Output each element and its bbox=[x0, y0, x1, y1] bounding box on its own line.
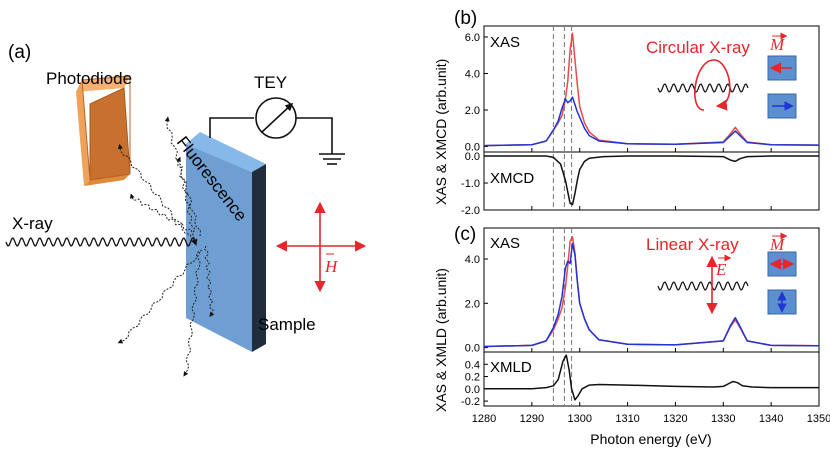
y-tick-label: 6.0 bbox=[465, 32, 480, 44]
panel-c-xray-wave bbox=[657, 281, 749, 291]
panel-c-reference-lines bbox=[552, 228, 573, 406]
field-e-label: E bbox=[715, 260, 727, 279]
panel-b-reference-lines bbox=[552, 26, 573, 210]
panel-b-m-label: M bbox=[769, 35, 785, 54]
photodiode-label: Photodiode bbox=[46, 69, 132, 88]
panel-b-xray-wave bbox=[657, 83, 749, 93]
panel-c-xmld-plot: 0.40.20.0-0.2 bbox=[461, 354, 819, 408]
fluorescence-ray bbox=[203, 245, 215, 318]
panel-b-label: (b) bbox=[454, 8, 477, 29]
tey-circuit bbox=[209, 97, 345, 165]
linear-xray-label: Linear X-ray bbox=[646, 235, 739, 254]
panel-c-x-axis: 1280 1290 1300 1310 1320 1330 1340 1350 bbox=[472, 413, 830, 425]
series-red-line bbox=[483, 32, 820, 147]
panel-b-xmcd-plot: 0.0 -1.0 -2.0 bbox=[461, 151, 819, 217]
panel-b-ylabel: XAS & XMCD (arb.unit) bbox=[433, 59, 449, 205]
y-tick-label: -2.0 bbox=[461, 205, 480, 217]
fluorescence-ray bbox=[164, 116, 201, 237]
fluorescence-ray bbox=[117, 249, 203, 344]
panel-c-frame bbox=[483, 227, 820, 407]
field-h-label: H bbox=[324, 257, 339, 276]
y-tick-label: 0.4 bbox=[465, 359, 480, 371]
panel-b-xas-plot: 0.0 2.0 4.0 6.0 bbox=[465, 32, 820, 210]
x-tick-label: 1350 bbox=[807, 413, 830, 425]
panel-c-ylabel: XAS & XMLD (arb.unit) bbox=[433, 268, 449, 412]
xmcd-panel: (b) XAS & XMCD (arb.unit) 0.0 2.0 4.0 6.0 0… bbox=[433, 8, 820, 217]
fluorescence-ray bbox=[183, 251, 201, 377]
sample-block bbox=[186, 132, 266, 352]
y-tick-label: 0.0 bbox=[465, 343, 480, 355]
x-tick-label: 1280 bbox=[472, 413, 496, 425]
x-tick-label: 1330 bbox=[711, 413, 735, 425]
panel-c-xmld-label: XMLD bbox=[490, 359, 532, 376]
x-axis-label: Photon energy (eV) bbox=[590, 431, 711, 447]
panel-a-label: (a) bbox=[8, 42, 31, 63]
series-XMLD-line bbox=[484, 354, 819, 401]
y-tick-label: 0.2 bbox=[465, 372, 480, 384]
x-tick-label: 1320 bbox=[663, 413, 687, 425]
x-tick-label: 1300 bbox=[567, 413, 591, 425]
panel-b-xas-label: XAS bbox=[490, 34, 520, 51]
x-tick-label: 1310 bbox=[615, 413, 639, 425]
xmld-panel: (c) XAS & XMLD (arb.unit) 0.02.04.0 0.40… bbox=[433, 224, 830, 447]
xray-label: X-ray bbox=[12, 214, 53, 233]
x-tick-label: 1340 bbox=[759, 413, 783, 425]
series-XMCD-line bbox=[484, 155, 819, 206]
x-tick-label: 1290 bbox=[520, 413, 544, 425]
incoming-xray-wave bbox=[5, 237, 198, 247]
y-tick-label: 2.0 bbox=[465, 105, 480, 117]
setup-diagram: (a) Photodiode Sample TEY bbox=[5, 42, 367, 377]
panel-c-xas-label: XAS bbox=[490, 235, 520, 252]
y-tick-label: 4.0 bbox=[465, 254, 480, 266]
panel-b-xmcd-label: XMCD bbox=[490, 170, 534, 187]
y-tick-label: 4.0 bbox=[465, 68, 480, 80]
fluorescence-rays bbox=[117, 116, 215, 377]
panel-b-frame bbox=[483, 25, 820, 211]
panel-c-label: (c) bbox=[454, 224, 476, 245]
y-tick-label: 0.0 bbox=[465, 142, 480, 154]
y-tick-label: -0.2 bbox=[461, 396, 480, 408]
fluorescence-ray bbox=[117, 143, 193, 241]
fluorescence-ray bbox=[129, 193, 193, 233]
magnetic-field-arrows bbox=[275, 201, 367, 293]
panel-c-m-label: M bbox=[769, 235, 785, 254]
y-tick-label: 0.0 bbox=[465, 151, 480, 163]
circular-polarization-icon bbox=[694, 59, 731, 111]
y-tick-label: -1.0 bbox=[461, 178, 480, 190]
tey-label: TEY bbox=[254, 73, 287, 92]
y-tick-label: 0.0 bbox=[465, 384, 480, 396]
circular-xray-label: Circular X-ray bbox=[646, 38, 750, 57]
panel-c-xas-plot: 0.0 2.0 4.0 bbox=[465, 236, 820, 406]
series-blue-line bbox=[483, 242, 820, 348]
series-blue-line bbox=[483, 96, 820, 147]
sample-label: Sample bbox=[258, 315, 316, 334]
photodiode-block bbox=[76, 75, 131, 186]
y-tick-label: 2.0 bbox=[465, 298, 480, 310]
